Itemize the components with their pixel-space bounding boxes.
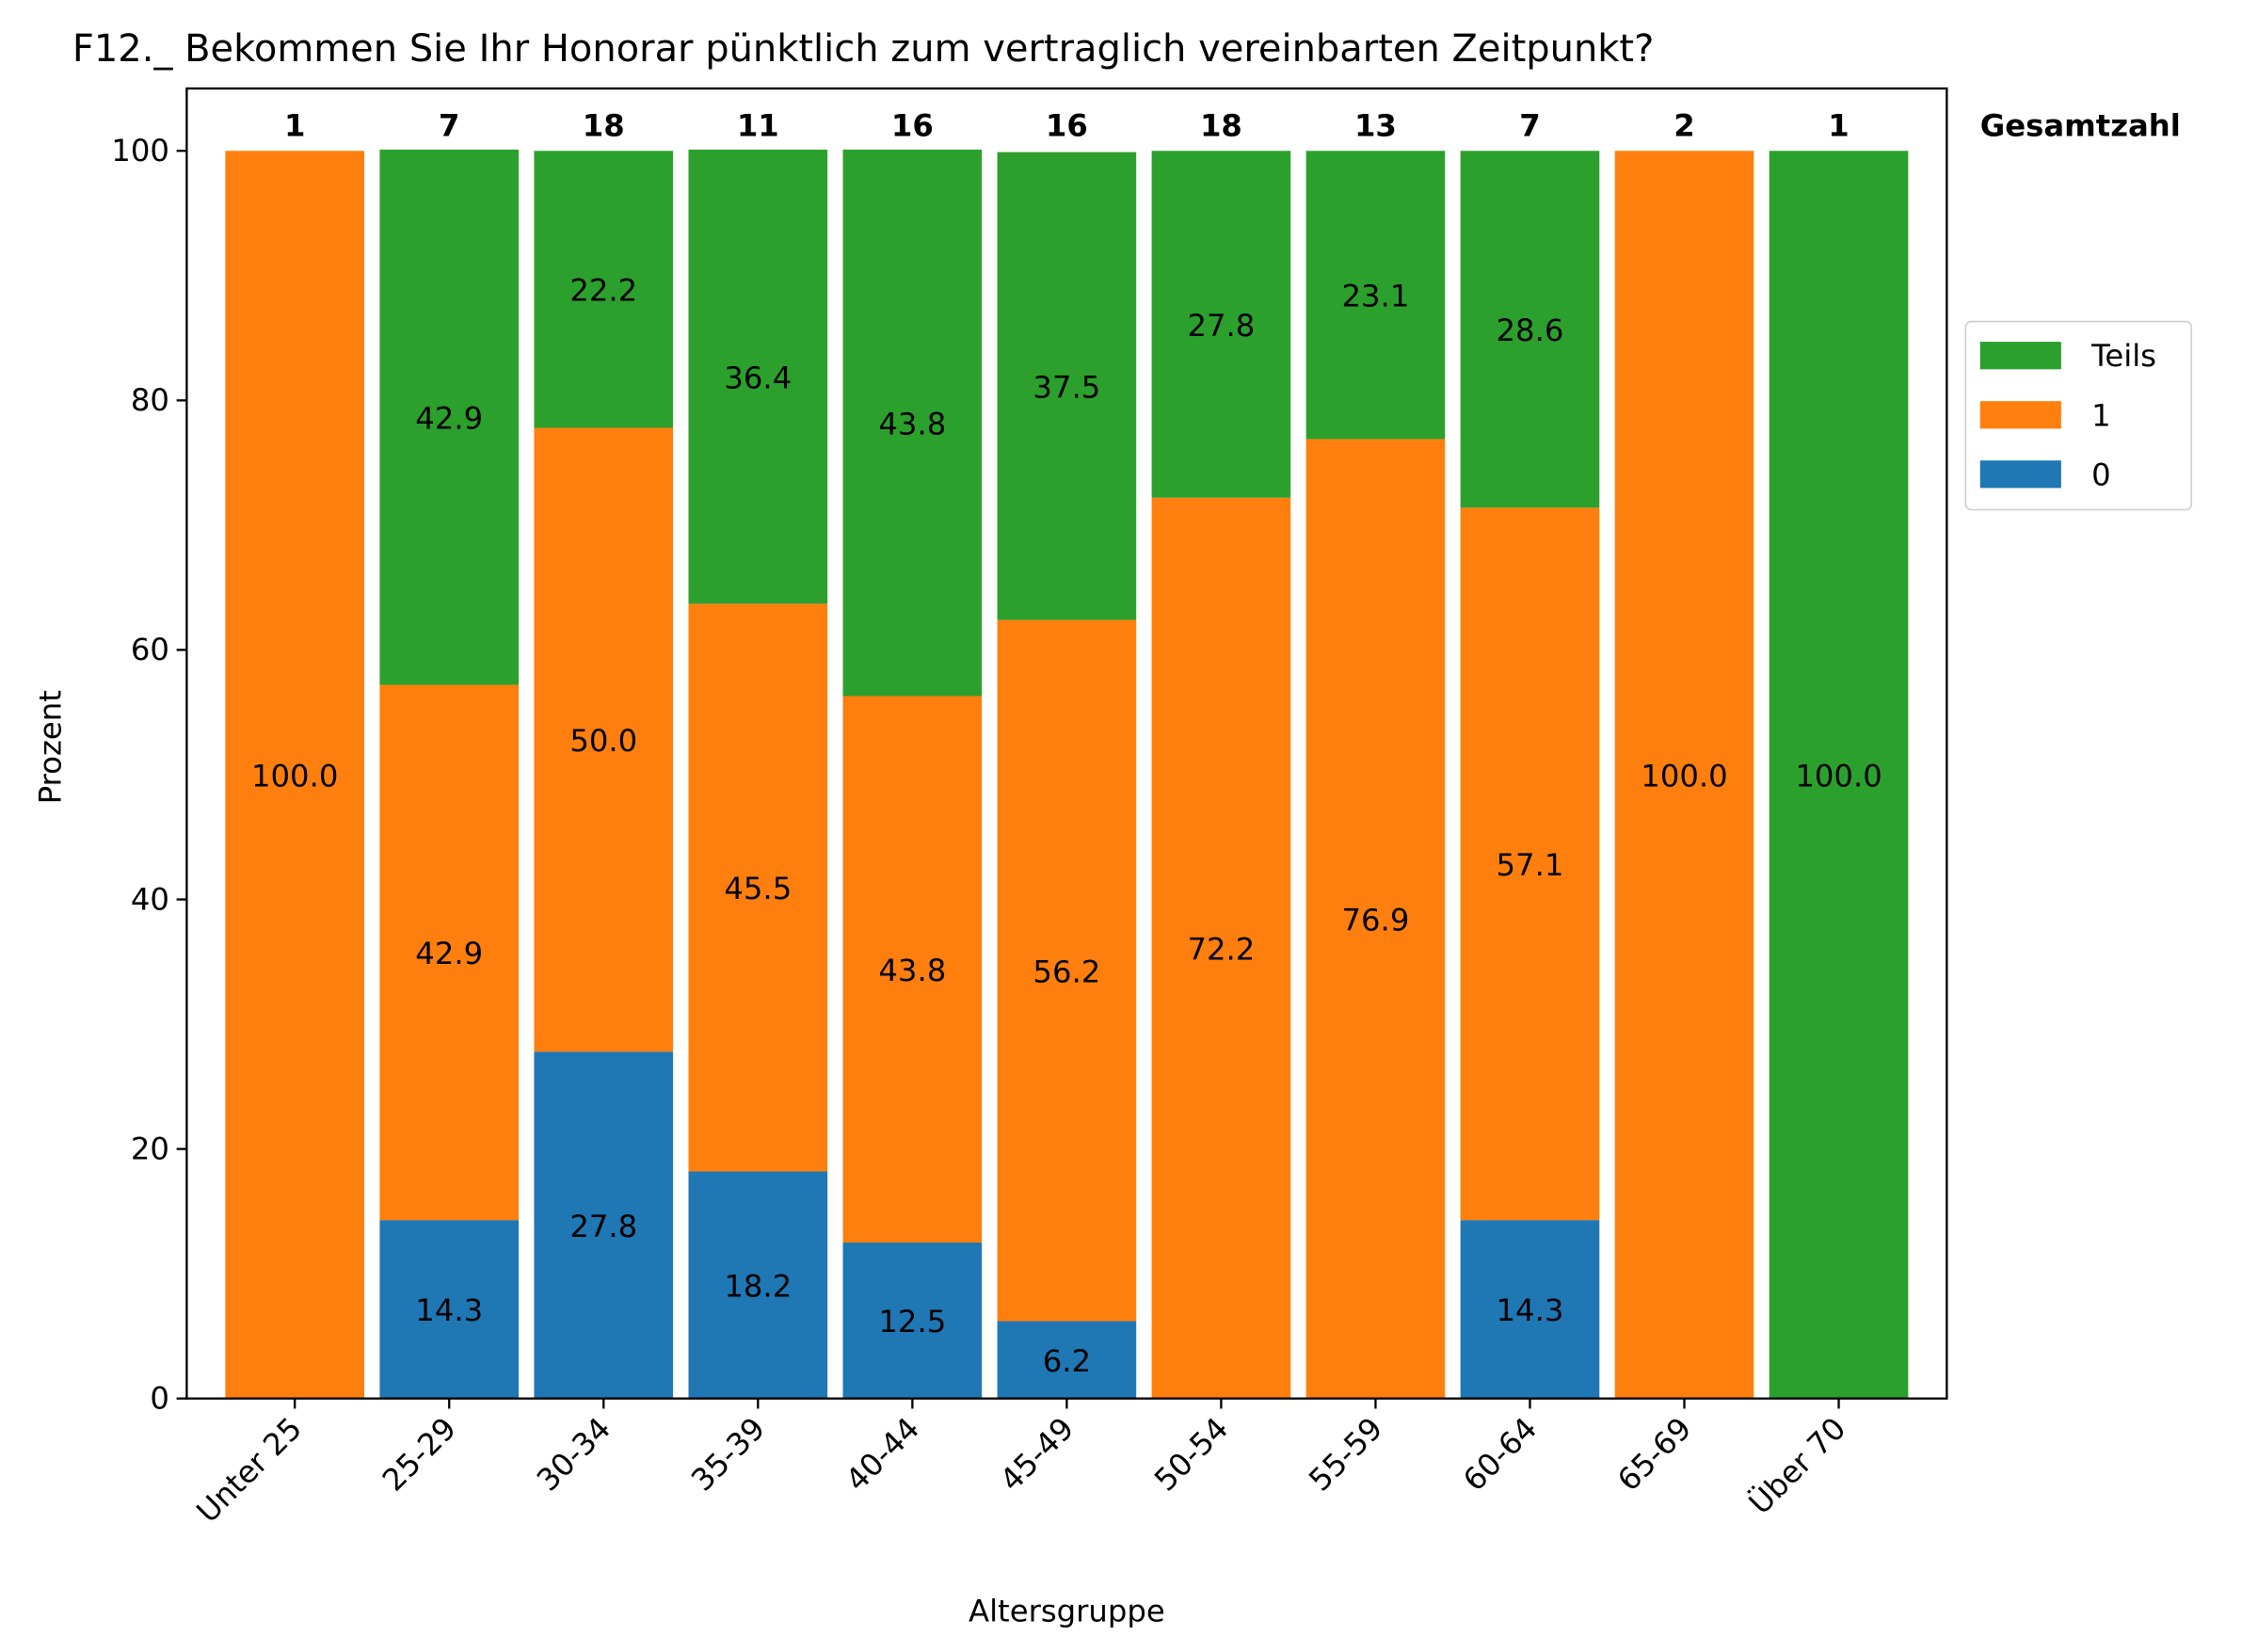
legend-label: 0 [2091, 457, 2111, 492]
y-tick-label: 40 [131, 881, 169, 917]
total-label: 16 [891, 108, 934, 144]
total-label: 18 [1200, 108, 1242, 144]
x-tick-label: 65-69 [1610, 1410, 1698, 1498]
value-label: 14.3 [415, 1292, 483, 1328]
value-label: 28.6 [1497, 313, 1564, 348]
value-label: 42.9 [415, 401, 483, 437]
bar-segment [997, 619, 1137, 1322]
legend-swatch [1979, 460, 2061, 489]
value-label: 43.8 [878, 953, 946, 988]
y-tick-label: 60 [131, 632, 169, 667]
value-label: 12.5 [878, 1304, 946, 1339]
value-label: 100.0 [1795, 758, 1882, 794]
x-tick-label: 40-44 [839, 1410, 926, 1498]
x-tick-label: Unter 25 [189, 1410, 309, 1530]
x-tick-label: 60-64 [1456, 1410, 1544, 1498]
bar-segment [842, 149, 983, 697]
chart-title: F12._ Bekommen Sie Ihr Honorar pünktlich… [72, 27, 1654, 71]
total-label: 2 [1673, 108, 1694, 144]
bar-segment [1460, 151, 1600, 508]
bar-segment [534, 427, 674, 1052]
value-label: 100.0 [1641, 758, 1727, 794]
x-tick-label: Über 70 [1742, 1410, 1853, 1521]
value-label: 27.8 [569, 1209, 637, 1244]
bar-segment [1769, 151, 1909, 1399]
value-label: 43.8 [878, 407, 946, 442]
legend-swatch [1979, 342, 2061, 370]
value-label: 14.3 [1497, 1292, 1564, 1328]
total-label: 7 [439, 108, 459, 144]
value-label: 45.5 [724, 871, 792, 906]
total-label: 18 [583, 108, 625, 144]
value-label: 50.0 [569, 723, 637, 759]
bar-segment [997, 152, 1137, 620]
x-tick-label: 30-34 [530, 1410, 617, 1498]
totals-label: Gesamtzahl [1980, 108, 2181, 144]
bar-segment [1614, 151, 1754, 1399]
total-label: 16 [1046, 108, 1088, 144]
bar-segment [1460, 507, 1600, 1221]
value-label: 76.9 [1341, 902, 1409, 938]
bar-segment [534, 1051, 674, 1399]
value-label: 18.2 [724, 1268, 792, 1304]
plot [225, 149, 1909, 1399]
x-tick-label: 45-49 [993, 1410, 1081, 1498]
bar-segment [688, 1171, 828, 1399]
y-tick-label: 0 [150, 1380, 169, 1416]
legend-label: 1 [2091, 397, 2111, 433]
total-label: 1 [1828, 108, 1849, 144]
bar-segment [1151, 151, 1291, 498]
bar-segment [1305, 151, 1446, 440]
value-label: 100.0 [251, 758, 338, 794]
value-label: 27.8 [1187, 308, 1255, 344]
y-axis-label: Prozent [33, 690, 69, 804]
y-tick-label: 80 [131, 382, 169, 418]
bar-segment [225, 151, 365, 1399]
total-label: 11 [737, 108, 779, 144]
bar-segment [1151, 497, 1291, 1399]
bar-segment [379, 684, 520, 1221]
x-axis-label: Altersgruppe [969, 1594, 1165, 1629]
total-label: 1 [284, 108, 305, 144]
x-tick-label: 55-59 [1302, 1410, 1389, 1498]
bar-segment [1305, 439, 1446, 1399]
value-label: 56.2 [1033, 954, 1100, 989]
value-label: 37.5 [1033, 369, 1100, 405]
legend-swatch [1979, 401, 2061, 429]
x-tick-label: 25-29 [376, 1410, 463, 1498]
bar-segment [1460, 1220, 1600, 1399]
value-label: 72.2 [1187, 932, 1255, 968]
bar-segment [379, 1220, 520, 1399]
total-label: 13 [1354, 108, 1397, 144]
bar-segment [379, 149, 520, 685]
x-tick-label: 35-39 [684, 1410, 772, 1498]
value-label: 36.4 [724, 360, 792, 395]
bar-segment [688, 149, 828, 604]
y-tick-label: 20 [131, 1131, 169, 1166]
bar-segment [688, 603, 828, 1172]
bar-segment [997, 1321, 1137, 1399]
total-label: 7 [1519, 108, 1540, 144]
bar-segment [534, 151, 674, 428]
value-label: 42.9 [415, 936, 483, 971]
value-label: 23.1 [1341, 279, 1409, 314]
y-tick-label: 100 [111, 133, 169, 168]
value-label: 6.2 [1043, 1343, 1091, 1379]
bar-segment [842, 696, 983, 1243]
value-label: 57.1 [1497, 847, 1564, 883]
bar-segment [842, 1243, 983, 1399]
x-tick-label: 50-54 [1147, 1410, 1235, 1498]
value-label: 22.2 [569, 273, 637, 309]
legend-label: Teils [2090, 338, 2156, 374]
